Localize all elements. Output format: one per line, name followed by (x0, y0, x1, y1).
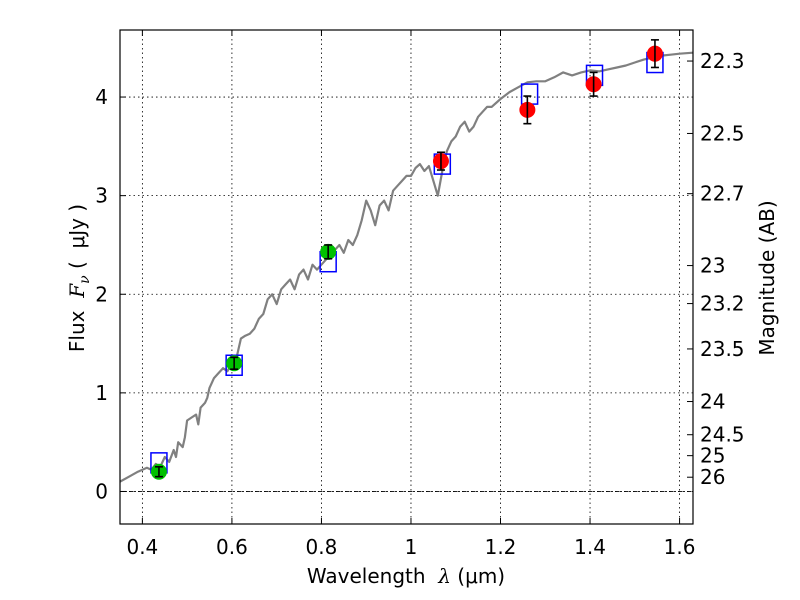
y-tick-label: 0 (95, 479, 108, 503)
mag-tick-label: 25 (700, 444, 725, 468)
y-tick-label: 4 (95, 85, 108, 109)
mag-tick-label: 24 (700, 390, 725, 414)
x-tick-label: 1.4 (574, 535, 606, 559)
model-box-marker (520, 83, 539, 105)
x-tick-label: 1.6 (664, 535, 696, 559)
right-y-axis-label: Magnitude (AB) (755, 200, 779, 355)
y-tick-label: 1 (95, 381, 108, 405)
y-axis-label: Flux Fν ( μJy ) (65, 204, 93, 352)
plot-frame (119, 29, 694, 525)
x-tick-label: 0.6 (216, 535, 248, 559)
mag-tick-label: 22.5 (700, 121, 745, 145)
y-tick-label: 2 (95, 282, 108, 306)
model-box-marker (225, 354, 243, 376)
mag-tick-label: 23.2 (700, 292, 745, 316)
x-tick-label: 0.4 (126, 535, 158, 559)
mag-tick-label: 22.3 (700, 49, 745, 73)
x-tick-label: 1 (405, 535, 418, 559)
x-axis-label: Wavelength λ (μm) (307, 564, 505, 588)
model-spectrum-line (120, 51, 693, 483)
mag-tick-label: 26 (700, 465, 725, 489)
grid-layer (120, 30, 693, 524)
x-tick-label: 1.2 (485, 535, 517, 559)
mag-tick-label: 22.7 (700, 182, 745, 206)
y-tick-label: 3 (95, 184, 108, 208)
mag-tick-label: 23 (700, 254, 725, 278)
plot-area (120, 39, 693, 483)
observed-points-layer (150, 39, 663, 480)
x-tick-label: 0.8 (306, 535, 338, 559)
model-boxes-layer (150, 51, 664, 474)
ticks-layer (120, 30, 693, 524)
tick-labels-layer: 0.4 0.6 0.8 1 1.2 1.4 1.60123422.322.522.72323… (95, 49, 744, 559)
mag-tick-label: 23.5 (700, 337, 745, 361)
mag-tick-label: 24.5 (700, 423, 745, 447)
